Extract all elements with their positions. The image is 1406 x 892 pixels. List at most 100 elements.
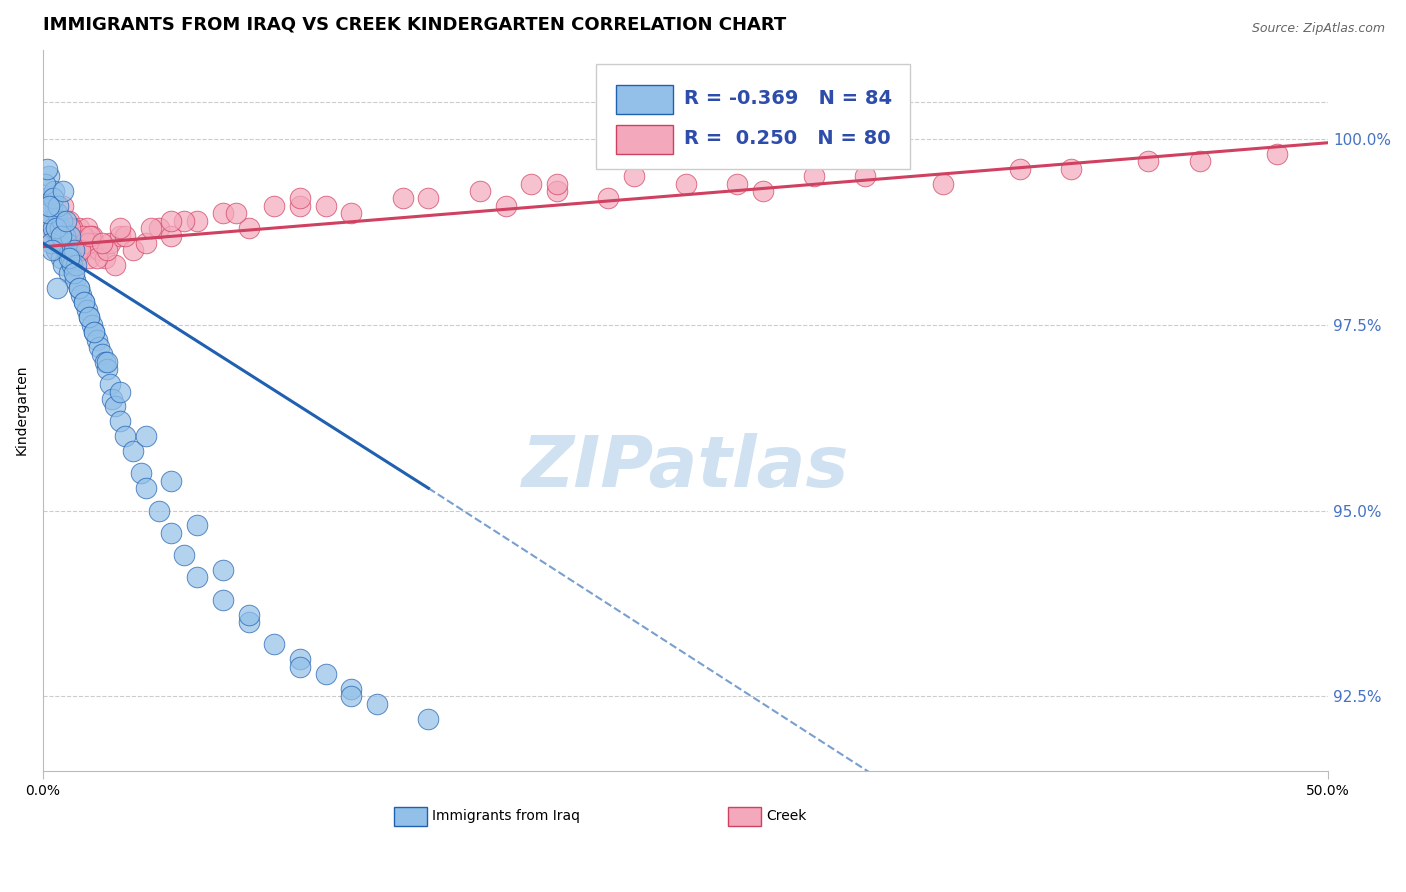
Point — [73, 295, 96, 310]
Text: Source: ZipAtlas.com: Source: ZipAtlas.com — [1251, 22, 1385, 36]
Point — [46, 228, 69, 243]
Point — [101, 392, 124, 406]
Point — [80, 228, 103, 243]
Point — [46, 235, 69, 250]
Point — [288, 652, 311, 666]
Point — [45, 244, 67, 258]
Point — [58, 213, 80, 227]
Point — [45, 221, 67, 235]
Point — [80, 318, 103, 332]
Point — [1008, 161, 1031, 176]
Point — [48, 235, 70, 250]
Point — [58, 251, 80, 265]
Point — [41, 199, 63, 213]
Point — [598, 191, 620, 205]
Point — [65, 258, 87, 272]
Point — [114, 228, 136, 243]
Point — [59, 221, 82, 235]
Point — [340, 206, 363, 220]
Point — [34, 221, 56, 235]
Point — [67, 221, 90, 235]
Point — [77, 310, 100, 325]
Point — [96, 362, 118, 376]
Point — [173, 548, 195, 562]
Point — [63, 273, 86, 287]
Point — [1188, 154, 1211, 169]
Point — [66, 244, 89, 258]
Point — [121, 444, 143, 458]
Point — [86, 333, 108, 347]
Point — [56, 235, 79, 250]
Point — [52, 184, 75, 198]
Point — [160, 474, 183, 488]
Point — [315, 199, 337, 213]
Point — [1060, 161, 1083, 176]
Point — [62, 266, 84, 280]
Point — [51, 213, 73, 227]
Point — [104, 258, 127, 272]
Point — [418, 191, 440, 205]
Point — [675, 177, 697, 191]
Text: Creek: Creek — [766, 809, 807, 823]
Point — [160, 228, 183, 243]
Point — [418, 712, 440, 726]
Point — [69, 244, 91, 258]
Point — [108, 221, 131, 235]
Point — [160, 213, 183, 227]
Point — [129, 467, 152, 481]
Point — [49, 228, 72, 243]
Point — [48, 221, 70, 235]
Point — [55, 235, 77, 250]
Point — [65, 251, 87, 265]
Point — [58, 266, 80, 280]
Point — [238, 615, 260, 629]
Text: ZIPatlas: ZIPatlas — [522, 434, 849, 502]
Point — [49, 251, 72, 265]
Point — [62, 244, 84, 258]
Point — [121, 244, 143, 258]
Point — [751, 184, 773, 198]
Point — [60, 251, 83, 265]
Point — [83, 235, 105, 250]
Point — [72, 228, 94, 243]
FancyBboxPatch shape — [728, 807, 761, 826]
Point — [288, 191, 311, 205]
Point — [391, 191, 413, 205]
Point — [96, 355, 118, 369]
Point — [263, 199, 285, 213]
Point — [135, 481, 157, 495]
Point — [89, 244, 111, 258]
Point — [148, 221, 170, 235]
Point — [468, 184, 491, 198]
Point — [93, 355, 115, 369]
Point — [77, 251, 100, 265]
Point — [135, 235, 157, 250]
Point — [45, 244, 67, 258]
Text: R =  0.250   N = 80: R = 0.250 N = 80 — [685, 129, 891, 148]
Point — [70, 235, 93, 250]
Point — [104, 400, 127, 414]
Point — [52, 258, 75, 272]
Point — [89, 340, 111, 354]
Y-axis label: Kindergarten: Kindergarten — [15, 365, 30, 456]
Point — [39, 228, 62, 243]
Point — [238, 221, 260, 235]
Point — [62, 221, 84, 235]
Point — [46, 221, 69, 235]
Point — [135, 429, 157, 443]
Point — [35, 191, 58, 205]
Point — [34, 177, 56, 191]
Point — [41, 221, 63, 235]
Point — [288, 199, 311, 213]
Point — [35, 161, 58, 176]
Point — [42, 191, 65, 205]
Point — [1265, 146, 1288, 161]
Point — [288, 659, 311, 673]
Point — [37, 206, 59, 220]
Point — [186, 213, 208, 227]
FancyBboxPatch shape — [596, 64, 911, 169]
Point — [108, 414, 131, 428]
Point — [366, 697, 388, 711]
FancyBboxPatch shape — [394, 807, 427, 826]
Point — [86, 251, 108, 265]
